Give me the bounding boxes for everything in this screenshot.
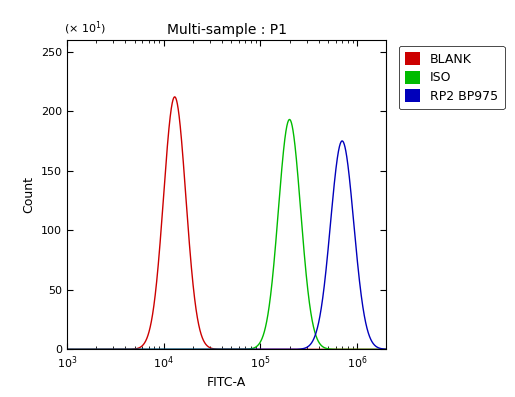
BLANK — [180, 151, 186, 156]
ISO — [301, 245, 307, 250]
RP2 BP975 — [339, 139, 345, 143]
RP2 BP975 — [80, 347, 86, 352]
BLANK — [80, 347, 86, 352]
Line: ISO: ISO — [67, 119, 386, 349]
Title: Multi-sample : P1: Multi-sample : P1 — [166, 23, 287, 37]
ISO — [64, 347, 70, 352]
X-axis label: FITC-A: FITC-A — [207, 376, 246, 389]
BLANK — [253, 347, 259, 352]
ISO — [318, 343, 324, 347]
BLANK — [318, 347, 324, 352]
ISO — [267, 299, 273, 304]
ISO — [179, 347, 185, 352]
BLANK — [64, 347, 70, 352]
RP2 BP975 — [267, 347, 273, 352]
RP2 BP975 — [253, 347, 259, 352]
RP2 BP975 — [179, 347, 185, 352]
ISO — [383, 347, 389, 352]
ISO — [80, 347, 86, 352]
ISO — [286, 117, 293, 122]
Y-axis label: Count: Count — [23, 176, 36, 213]
BLANK — [383, 347, 389, 352]
Line: RP2 BP975: RP2 BP975 — [67, 141, 386, 349]
RP2 BP975 — [318, 309, 324, 314]
ISO — [253, 345, 259, 349]
RP2 BP975 — [64, 347, 70, 352]
Line: BLANK: BLANK — [67, 97, 386, 349]
RP2 BP975 — [383, 347, 389, 352]
Legend: BLANK, ISO, RP2 BP975: BLANK, ISO, RP2 BP975 — [399, 46, 505, 109]
Text: $(\times\ 10^{1})$: $(\times\ 10^{1})$ — [64, 19, 106, 37]
BLANK — [267, 347, 273, 352]
BLANK — [301, 347, 307, 352]
BLANK — [171, 94, 178, 99]
RP2 BP975 — [301, 346, 307, 351]
